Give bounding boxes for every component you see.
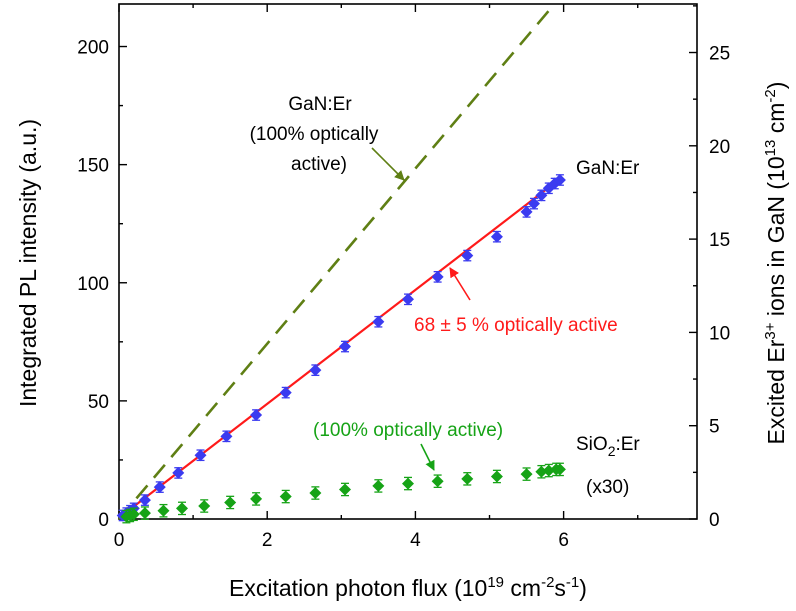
green-series-label: (100% optically active) (313, 420, 503, 441)
gan-data-point (461, 249, 474, 262)
sio2-data-point (490, 470, 503, 483)
gan-data-point (194, 449, 207, 462)
gan-data-point (339, 340, 352, 353)
sio2-data-point (198, 500, 211, 513)
reference-lines (118, 5, 561, 520)
sio2-data-point (339, 483, 352, 496)
dashed-line-arrow (371, 147, 405, 181)
y2-axis-title: Excited Er3+ ions in GaN (1013 cm-2) (762, 82, 789, 445)
sio2-data-point (127, 508, 140, 521)
sio2-data-point (138, 507, 151, 520)
sio2-data-point (224, 496, 237, 509)
sio2-data-point (250, 492, 263, 505)
x-tick-label: 4 (410, 530, 421, 551)
gan-data-point (553, 173, 566, 186)
y-tick-label: 50 (88, 392, 109, 413)
gan-data-point (520, 205, 533, 218)
gan-data-point (309, 364, 322, 377)
gan-data-point (220, 430, 233, 443)
sio2-data-point (279, 490, 292, 503)
dashed-line-label-3: active) (291, 154, 347, 175)
ideal-line-dashed (118, 5, 554, 520)
y2-tick-label: 5 (709, 417, 720, 438)
x-tick-label: 0 (114, 530, 125, 551)
y2-tick-label: 25 (709, 44, 730, 65)
y2-tick-label: 20 (709, 137, 730, 158)
y-tick-label: 0 (98, 510, 109, 531)
gan-series-label: GaN:Er (576, 158, 640, 179)
axis-ticks: 0 2 4 6 0 50 100 150 200 0 5 10 15 20 25 (77, 4, 730, 551)
y-tick-label: 200 (77, 38, 109, 59)
sio2-data-point (542, 464, 555, 477)
gan-data-point (172, 466, 185, 479)
sio2-data-point (431, 475, 444, 488)
gan-data-point (535, 189, 548, 202)
gan-data-point (279, 386, 292, 399)
sio2-data-point (157, 504, 170, 517)
gan-data-point (431, 270, 444, 283)
gan-data-point (402, 293, 414, 306)
sio2-data-point (553, 463, 566, 476)
x-tick-label: 6 (558, 530, 569, 551)
sio2-scale-label: (x30) (586, 477, 629, 498)
gan-data-point (138, 494, 151, 507)
fit-label: 68 ± 5 % optically active (414, 315, 618, 336)
y-tick-label: 150 (77, 156, 109, 177)
plot-frame (118, 3, 698, 520)
fit-line (118, 177, 561, 519)
sio2-data-point (402, 477, 414, 490)
dashed-line-label-2: (100% optically (250, 124, 379, 145)
gan-data-point (490, 230, 503, 243)
gan-data-point (250, 409, 263, 422)
sio2-data-point (535, 465, 548, 478)
x-axis-title: Excitation photon flux (1019 cm-2s-1) (229, 574, 587, 601)
y2-tick-label: 10 (709, 323, 730, 344)
fit-label-arrow (449, 267, 471, 301)
sio2-data-point (309, 487, 322, 500)
x-tick-label: 2 (262, 530, 273, 551)
sio2-data-point (175, 502, 188, 515)
gan-data-point (372, 315, 385, 328)
sio2-data-point (520, 468, 533, 481)
y2-tick-label: 0 (709, 510, 720, 531)
y-tick-label: 100 (77, 274, 109, 295)
green-label-arrow (420, 443, 435, 471)
sio2-series-label: SiO2:Er (576, 434, 640, 459)
sio2-data-point (372, 479, 385, 492)
sio2-data-point (461, 472, 474, 485)
y-axis-title: Integrated PL intensity (a.u.) (15, 119, 41, 407)
gan-data-point (153, 481, 166, 494)
y2-tick-label: 15 (709, 230, 730, 251)
dashed-line-label-1: GaN:Er (288, 94, 352, 115)
gan-data-point (527, 197, 540, 210)
data-points (116, 173, 566, 524)
